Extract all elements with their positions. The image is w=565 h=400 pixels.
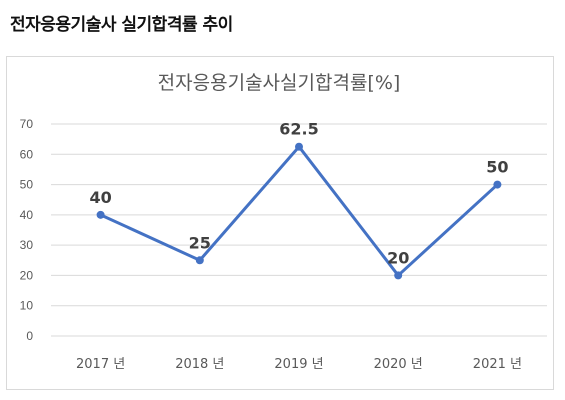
series-line bbox=[99, 145, 499, 277]
y-tick-label: 50 bbox=[20, 178, 34, 192]
data-point bbox=[493, 180, 502, 189]
y-tick-label: 10 bbox=[20, 299, 34, 313]
y-tick-label: 40 bbox=[20, 208, 34, 222]
x-category-label: 2021 년 bbox=[473, 357, 522, 372]
data-label: 20 bbox=[387, 248, 409, 267]
y-tick-label: 60 bbox=[20, 147, 34, 161]
data-label: 25 bbox=[189, 233, 211, 252]
x-category-label: 2020 년 bbox=[374, 357, 423, 372]
data-point bbox=[96, 210, 105, 219]
series-points bbox=[96, 142, 502, 280]
y-axis-tick-labels: 0 10 20 30 40 50 60 70 bbox=[20, 117, 34, 343]
data-label: 40 bbox=[89, 188, 111, 207]
x-category-label: 2017 년 bbox=[76, 357, 125, 372]
series-line-layer bbox=[99, 145, 499, 277]
y-tick-label: 70 bbox=[20, 117, 34, 131]
x-axis-category-labels: 2017 년 2018 년 2019 년 2020 년 2021 년 bbox=[76, 357, 522, 372]
y-tick-label: 20 bbox=[20, 268, 34, 282]
data-label: 62.5 bbox=[279, 120, 318, 139]
y-tick-label: 0 bbox=[26, 329, 33, 343]
data-point bbox=[295, 142, 303, 151]
chart-frame: 전자응용기술사실기합격률[%] 0 10 20 30 40 50 60 70 2017 년 20… bbox=[6, 56, 554, 390]
y-tick-label: 30 bbox=[20, 238, 34, 252]
gridlines bbox=[51, 123, 547, 337]
chart-title: 전자응용기술사실기합격률[%] bbox=[158, 72, 401, 94]
data-label: 50 bbox=[486, 158, 508, 177]
data-point bbox=[394, 271, 403, 280]
page-heading: 전자응용기술사 실기합격률 추이 bbox=[10, 15, 233, 35]
data-labels: 40 25 62.5 20 50 bbox=[89, 120, 508, 268]
x-category-label: 2018 년 bbox=[175, 357, 224, 372]
x-category-label: 2019 년 bbox=[274, 357, 323, 372]
data-point bbox=[195, 256, 204, 265]
